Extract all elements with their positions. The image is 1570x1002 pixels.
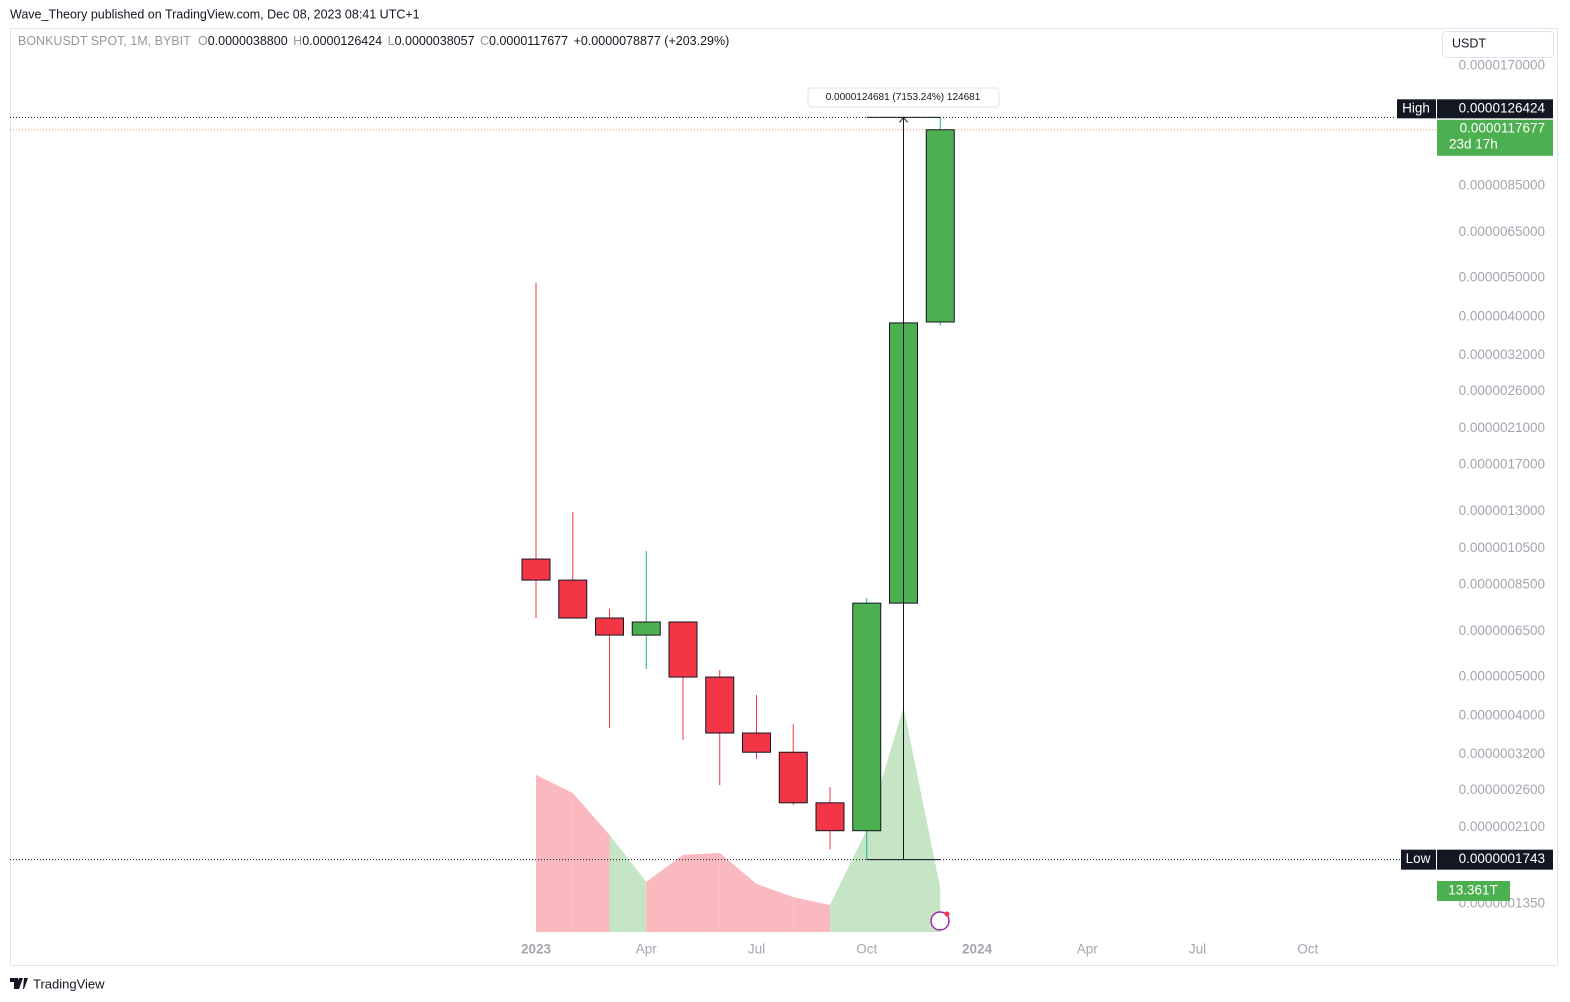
y-tick-label: 0.0000008500 [1459, 577, 1545, 592]
event-icon-dot [944, 911, 950, 917]
candle-body [925, 129, 955, 323]
high-label: H [293, 34, 302, 48]
y-tick-label: 0.0000002600 [1459, 782, 1545, 797]
volume-area [830, 829, 867, 932]
chart-frame [10, 28, 1558, 966]
y-tick-label: 0.0000004000 [1459, 707, 1545, 722]
volume-label: 13.361T [1448, 883, 1498, 898]
candle-body [595, 617, 624, 636]
volume-area [536, 774, 573, 932]
volume-area [866, 707, 904, 932]
candle-body [521, 558, 551, 581]
candle-body [815, 802, 845, 832]
candle-body [742, 732, 771, 753]
volume-area [683, 852, 720, 932]
overlay [930, 911, 950, 931]
last-price-value: 0.0000117677 [1460, 120, 1545, 135]
y-tick-label: 0.0000005000 [1459, 669, 1545, 684]
measure-tooltip [807, 87, 1000, 108]
x-tick-label: Jul [1189, 942, 1206, 957]
candle-body [668, 621, 698, 678]
high-value: 0.0000126424 [302, 34, 382, 48]
volume-area [719, 852, 757, 932]
y-tick-label: 0.0000013000 [1459, 503, 1545, 518]
volume-area [609, 834, 647, 932]
volume-area [756, 883, 794, 932]
x-tick-label: Apr [1077, 942, 1099, 957]
high-title-box [1397, 99, 1436, 119]
candle-body [631, 621, 661, 636]
y-tick-label: 0.0000010500 [1459, 540, 1545, 555]
low-title: Low [1406, 851, 1431, 866]
last-price-box [1437, 119, 1553, 156]
volume-area [793, 897, 830, 932]
high-value: 0.0000126424 [1459, 100, 1546, 115]
y-tick-label: 0.0000032000 [1459, 347, 1545, 362]
open-label: O [198, 34, 208, 48]
candle-body [558, 579, 588, 619]
published-line: Wave_Theory published on TradingView.com… [10, 7, 420, 21]
y-tick-label: 0.0000040000 [1459, 308, 1545, 323]
currency-button[interactable] [1442, 31, 1554, 58]
candle-body [852, 602, 882, 832]
symbol-header: BONKUSDT SPOT, 1M, BYBIT O0.0000038800 H… [18, 34, 729, 48]
x-tick-label: 2023 [521, 942, 552, 957]
low-value-box [1437, 849, 1553, 870]
volume-area [572, 792, 610, 932]
x-tick-label: Oct [1297, 942, 1318, 957]
change: +0.0000078877 (+203.29%) [574, 34, 730, 48]
logo-text: TradingView [33, 976, 105, 991]
y-tick-label: 0.0000065000 [1459, 224, 1545, 239]
high-value-box [1437, 99, 1553, 119]
low-value: 0.0000001743 [1459, 851, 1545, 866]
measure-tooltip-text: 0.0000124681 (7153.24%) 124681 [826, 92, 981, 103]
x-tick-label: Apr [636, 942, 658, 957]
logo-icon [10, 978, 28, 989]
y-tick-label: 0.0000017000 [1459, 457, 1545, 472]
currency-button-label[interactable]: USDT [1452, 36, 1486, 50]
volume-label-box [1437, 881, 1510, 901]
y-tick-label: 0.0000085000 [1459, 178, 1545, 193]
y-tick-label: 0.0000026000 [1459, 383, 1545, 398]
close-label: C [480, 34, 489, 48]
last-price-countdown: 23d 17h [1449, 136, 1498, 151]
plot-area: 0.0000170000 0.0000085000 0.0000065000 0.00… [10, 58, 1553, 957]
y-tick-label: 0.0000006500 [1459, 623, 1545, 638]
volume-area [646, 854, 683, 932]
x-tick-label: Jul [748, 942, 765, 957]
high-title: High [1402, 100, 1430, 115]
volume-area [903, 707, 941, 932]
measure-arrow [899, 116, 908, 123]
candle-body [778, 751, 808, 804]
low-value: 0.0000038057 [395, 34, 475, 48]
close-value: 0.0000117677 [489, 34, 568, 48]
low-title-box [1401, 849, 1436, 870]
x-tick-label: 2024 [962, 942, 993, 957]
event-icon[interactable] [930, 911, 950, 931]
candle-body [705, 676, 735, 734]
y-tick-label: 0.0000021000 [1459, 420, 1545, 435]
symbol: BONKUSDT SPOT, 1M, BYBIT [18, 34, 191, 48]
low-label: L [388, 34, 395, 48]
y-tick-label: 0.0000003200 [1459, 746, 1545, 761]
y-tick-label: 0.0000050000 [1459, 270, 1545, 285]
y-tick-label: 0.0000002100 [1459, 819, 1545, 834]
y-tick-label: 0.0000170000 [1459, 58, 1545, 73]
open-value: 0.0000038800 [208, 34, 288, 48]
footer-logo: TradingView [10, 976, 105, 991]
x-tick-label: Oct [856, 942, 877, 957]
